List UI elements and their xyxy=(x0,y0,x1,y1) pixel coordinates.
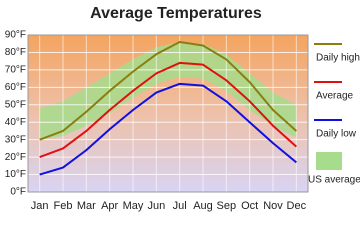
chart: Average Temperatures 0°F 10°F 20°F 30°F 40°F… xyxy=(5,5,360,212)
x-tick-label: Jun xyxy=(147,200,165,212)
y-tick-label: 60°F xyxy=(5,82,26,93)
plot-border xyxy=(27,34,309,193)
y-tick-label: 50°F xyxy=(5,99,26,110)
legend-swatch xyxy=(316,152,342,170)
x-tick-label: Aug xyxy=(193,200,213,212)
x-tick-label: Feb xyxy=(54,200,73,212)
y-tick-label: 70°F xyxy=(5,65,26,76)
x-tick-label: Jul xyxy=(173,200,187,212)
x-tick-label: Apr xyxy=(101,200,118,212)
y-tick-label: 20°F xyxy=(5,152,26,163)
x-tick-label: Sep xyxy=(217,200,237,212)
series-line xyxy=(39,82,297,176)
legend-label: Average xyxy=(316,91,354,102)
y-tick-label: 40°F xyxy=(5,117,26,128)
chart-title: Average Temperatures xyxy=(90,5,262,22)
x-tick-label: May xyxy=(123,200,144,212)
legend-label: Daily low xyxy=(316,129,357,140)
legend-label: US average xyxy=(308,175,360,186)
x-tick-label: Jan xyxy=(31,200,49,212)
x-tick-label: Dec xyxy=(287,200,307,212)
series-line xyxy=(39,61,298,159)
y-tick-label: 80°F xyxy=(5,47,26,58)
x-tick-label: Oct xyxy=(241,200,258,212)
y-tick-label: 10°F xyxy=(5,169,26,180)
y-tick-label: 30°F xyxy=(5,134,26,145)
y-tick-label: 0°F xyxy=(10,187,26,198)
legend-label: Daily high xyxy=(316,53,360,64)
x-tick-label: Mar xyxy=(77,200,96,212)
y-tick-label: 90°F xyxy=(5,30,26,41)
x-tick-label: Nov xyxy=(263,200,283,212)
series-line xyxy=(39,40,298,141)
